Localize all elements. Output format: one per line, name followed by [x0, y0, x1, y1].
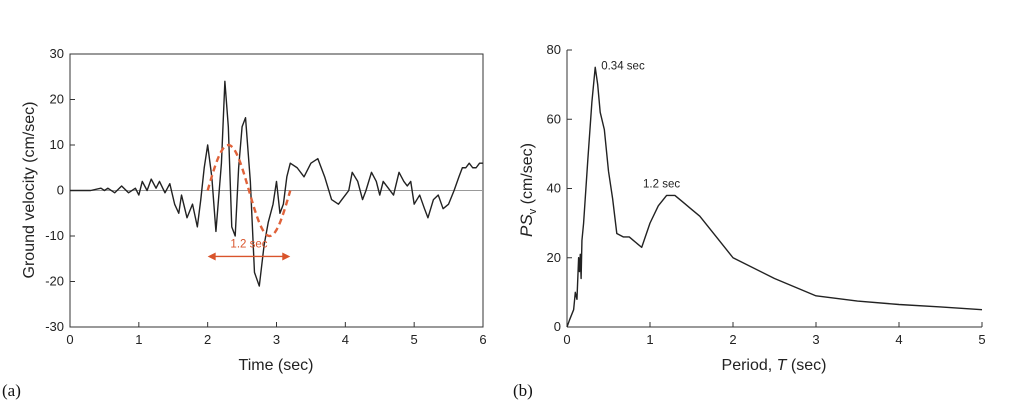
y-tick-label-a: -10 [45, 228, 64, 243]
y-tick-label-a: -30 [45, 319, 64, 334]
peak-annotation-0-34: 0.34 sec [601, 60, 645, 72]
y-tick-label-a: -20 [45, 274, 64, 289]
axis-ticks-a: 0 1 2 3 4 5 6 -30 -20 -10 0 10 20 30 [45, 46, 486, 347]
x-axis-title-b-rest: (sec) [786, 357, 826, 374]
y-axis-title-a: Ground velocity (cm/sec) [21, 102, 38, 279]
peak-annotation-1-2: 1.2 sec [643, 178, 680, 190]
y-tick-label-b: 60 [547, 111, 561, 126]
y-axis-title-b-rest: (cm/sec) [519, 143, 536, 209]
spectrum-series-line [566, 66, 983, 328]
x-tick-label-a: 3 [273, 332, 280, 347]
x-axis-title-b-main: Period, [722, 357, 777, 374]
x-tick-label-a: 6 [479, 332, 486, 347]
chart-ground-velocity: 0 1 2 3 4 5 6 -30 -20 -10 0 10 20 30 1.2 sec Time (se… [21, 46, 487, 374]
y-tick-label-a: 30 [50, 46, 64, 61]
x-tick-label-a: 0 [66, 332, 73, 347]
x-axis-title-b-italic: T [777, 357, 788, 374]
x-tick-label-b: 3 [812, 332, 819, 347]
y-tick-label-a: 20 [50, 92, 64, 107]
x-tick-label-b: 0 [563, 332, 570, 347]
x-tick-label-a: 4 [342, 332, 349, 347]
y-tick-label-a: 10 [50, 137, 64, 152]
period-annotation-a: 1.2 sec [230, 238, 267, 250]
x-axis-title-b: Period, T (sec) [722, 357, 827, 374]
x-tick-label-a: 1 [135, 332, 142, 347]
y-tick-label-b: 80 [547, 42, 561, 57]
y-tick-label-a: 0 [57, 183, 64, 198]
x-tick-label-b: 2 [729, 332, 736, 347]
pulse-series-line [206, 143, 292, 238]
panel-label-a: (a) [2, 381, 21, 400]
y-axis-title-b-main: PS [517, 214, 536, 237]
y-tick-label-b: 0 [554, 319, 561, 334]
period-arrow-head-right [282, 252, 291, 261]
period-arrow-head-left [207, 252, 216, 261]
chart-pseudo-spectral-velocity: 0 1 2 3 4 5 0 20 40 60 80 0.34 sec 1.2 sec Period,… [517, 42, 986, 374]
x-tick-label-b: 5 [978, 332, 985, 347]
x-axis-title-a: Time (sec) [239, 357, 314, 374]
x-tick-label-b: 4 [895, 332, 902, 347]
y-axis-title-b-sub: v [527, 208, 539, 214]
y-tick-label-b: 40 [547, 181, 561, 196]
period-arrow [207, 252, 291, 261]
y-axis-title-b: PSv (cm/sec) [517, 143, 539, 237]
panel-label-b: (b) [513, 381, 533, 400]
axis-ticks-b: 0 1 2 3 4 5 0 20 40 60 80 [547, 42, 986, 347]
x-tick-label-b: 1 [646, 332, 653, 347]
x-tick-label-a: 2 [204, 332, 211, 347]
y-tick-label-b: 20 [547, 250, 561, 265]
x-tick-label-a: 5 [411, 332, 418, 347]
velocity-series-line [70, 80, 483, 287]
